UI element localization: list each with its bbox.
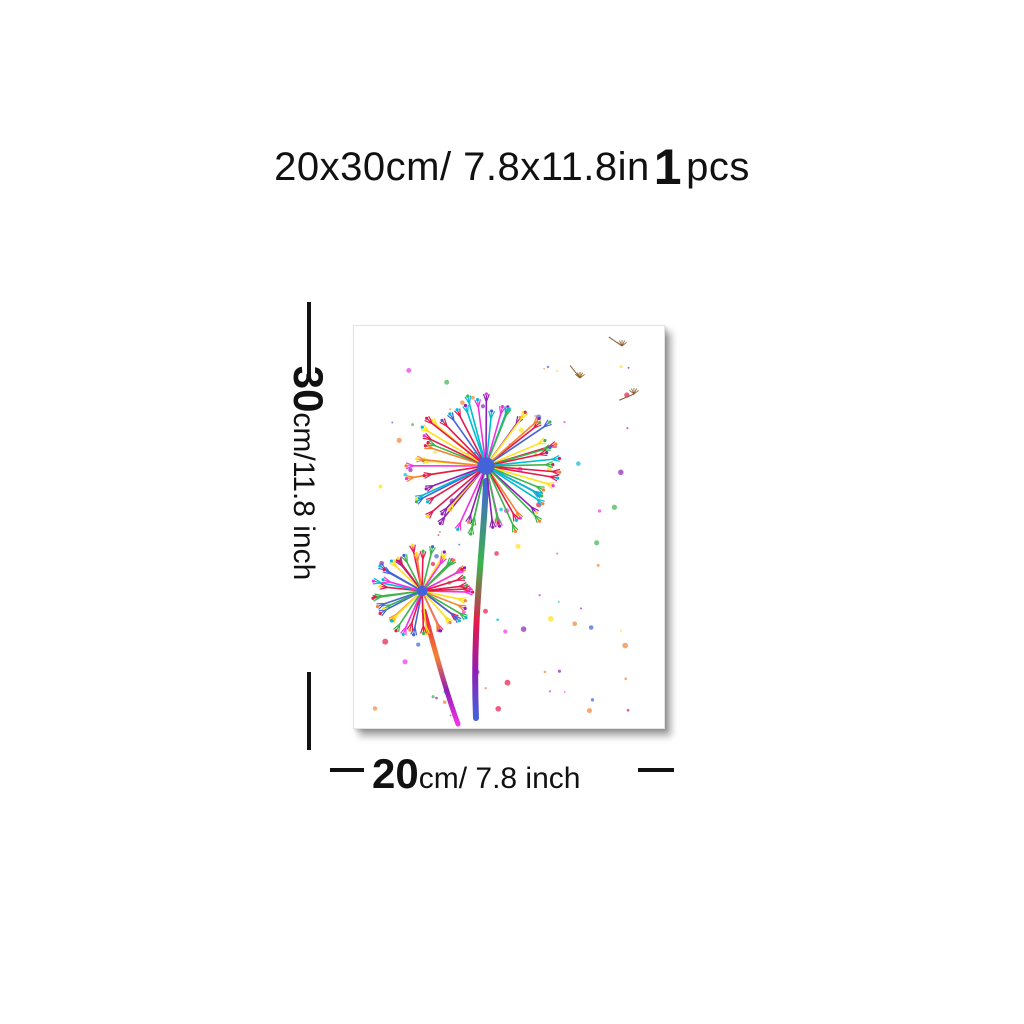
- width-unit: cm/ 7.8 inch: [418, 762, 581, 795]
- small-dandelion-head: [371, 543, 475, 637]
- paint-splatter: [372, 365, 630, 717]
- floating-seeds: [569, 336, 639, 401]
- large-dandelion-head: [404, 392, 562, 536]
- piece-unit: pcs: [686, 145, 750, 189]
- piece-count: 1: [653, 139, 683, 195]
- height-marker-bottom: [307, 672, 311, 750]
- height-marker-top: [307, 302, 311, 382]
- small-dandelion-stem: [421, 608, 461, 727]
- large-dandelion-stem: [472, 478, 489, 721]
- width-value: 20: [372, 750, 419, 797]
- width-marker-right: [638, 768, 674, 772]
- width-label: 20cm/ 7.8 inch: [372, 750, 580, 798]
- height-unit: cm/11.8 inch: [287, 412, 320, 581]
- dandelion-artwork: [371, 336, 639, 727]
- canvas-print: [353, 325, 665, 729]
- product-size-heading: 20x30cm/ 7.8x11.8in1 pcs: [0, 138, 1024, 196]
- width-marker-left: [330, 768, 364, 772]
- height-value: 30: [285, 365, 332, 413]
- size-text: 20x30cm/ 7.8x11.8in: [274, 145, 650, 189]
